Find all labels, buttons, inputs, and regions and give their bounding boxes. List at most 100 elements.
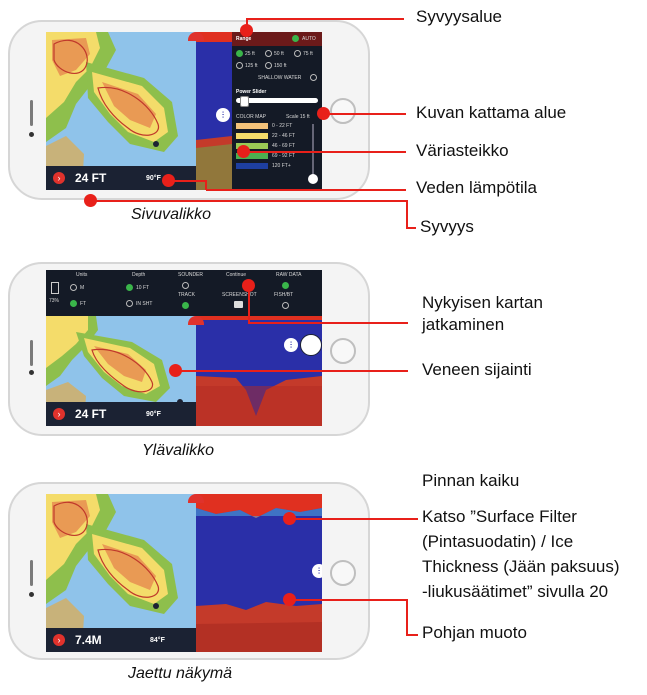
tune-icon[interactable]: ⫶ xyxy=(312,564,322,578)
chevron-right-icon[interactable]: › xyxy=(53,172,65,184)
callout-covered-area: Kuvan kattama alue xyxy=(416,103,567,122)
power-slider-label: Power Slider xyxy=(236,89,267,95)
sonar-view[interactable]: ⫶ xyxy=(196,316,322,426)
top-menu-panel: 73% Units Depth SOUNDER Continue RAW DAT… xyxy=(46,270,322,316)
chevron-right-icon[interactable]: › xyxy=(53,408,65,420)
sounder-option: TRACK xyxy=(178,292,195,298)
color-swatch-3[interactable] xyxy=(236,143,268,149)
color-map-label: COLOR MAP xyxy=(236,114,267,120)
lake-map xyxy=(46,494,178,652)
callout-continue-map-2: jatkaminen xyxy=(422,315,505,334)
depth-readout: 7.4M xyxy=(75,633,102,647)
water-temp-readout: 84°F xyxy=(150,636,165,644)
col-header-raw-data: RAW DATA xyxy=(276,272,302,278)
map-view[interactable]: › 24 FT 90°F xyxy=(46,316,196,426)
callout-depth-range: Syvyysalue xyxy=(416,7,502,26)
tune-icon[interactable]: ⫶ xyxy=(284,338,298,352)
screenshot-camera-icon[interactable] xyxy=(234,301,243,308)
sonar-view[interactable]: ⫶ xyxy=(196,494,322,652)
water-temp-readout: 90°F xyxy=(146,174,161,182)
depth-radio-1[interactable] xyxy=(126,284,133,291)
caption-top-menu: Ylävalikko xyxy=(142,442,215,459)
screenshot-label: SCREENSHOT xyxy=(222,292,257,298)
leader-bottom-contour-v xyxy=(406,599,408,635)
callout-surface-filter-3: Thickness (Jään paksuus) xyxy=(422,557,620,576)
leader-water-temp-h xyxy=(169,180,207,182)
leader-surface-filter xyxy=(290,518,418,520)
color-swatch-5[interactable] xyxy=(236,163,268,169)
leader-depth-v xyxy=(406,200,408,228)
col-header-depth: Depth xyxy=(132,272,146,278)
camera-icon xyxy=(29,370,34,375)
range-radio-1[interactable] xyxy=(236,50,243,57)
sounder-radio[interactable] xyxy=(182,282,189,289)
range-option-3: 75 ft xyxy=(303,51,313,57)
power-slider-thumb[interactable] xyxy=(240,96,249,107)
col-header-continue: Continue xyxy=(226,272,247,278)
callout-water-temp: Veden lämpötila xyxy=(416,178,537,197)
home-button[interactable] xyxy=(330,98,356,124)
callout-boat-position: Veneen sijainti xyxy=(422,360,532,379)
color-swatch-4[interactable] xyxy=(236,153,268,159)
camera-icon xyxy=(29,592,34,597)
range-control-button[interactable] xyxy=(300,334,322,356)
range-title: Range xyxy=(236,36,252,42)
tune-icon[interactable]: ⫶ xyxy=(216,108,230,122)
screen-side-menu: › 24 FT 90°F ⫶ Range AUTO 25 ft 50 ft xyxy=(46,32,322,190)
color-row-5: 120 FT+ xyxy=(272,163,291,169)
marker-water-temp xyxy=(162,174,175,187)
wifi-icon xyxy=(188,32,204,41)
chevron-right-icon[interactable]: › xyxy=(53,634,65,646)
caption-side-menu: Sivuvalikko xyxy=(131,206,212,223)
leader-depth-range-h xyxy=(246,18,404,20)
map-view[interactable]: › 7.4M 84°F xyxy=(46,494,196,652)
range-radio-3[interactable] xyxy=(294,50,301,57)
caption-split-view: Jaettu näkymä xyxy=(128,665,233,682)
scale-slider-thumb[interactable] xyxy=(308,174,318,184)
water-temp-readout: 90°F xyxy=(146,410,161,418)
track-radio[interactable] xyxy=(182,302,189,309)
shallow-water-radio[interactable] xyxy=(310,74,317,81)
power-slider[interactable] xyxy=(236,98,318,103)
wifi-icon xyxy=(188,316,204,325)
callout-surface-filter-2: (Pintasuodatin) / Ice xyxy=(422,532,574,551)
phone-split-view: › 7.4M 84°F ⫶ xyxy=(8,482,370,660)
home-button[interactable] xyxy=(330,338,356,364)
depth-readout: 24 FT xyxy=(75,171,107,185)
raw-data-radio[interactable] xyxy=(282,282,289,289)
map-view[interactable]: › 24 FT 90°F xyxy=(46,32,196,190)
shallow-water-label: SHALLOW WATER xyxy=(258,75,302,81)
units-radio-ft[interactable] xyxy=(70,300,77,307)
lake-map xyxy=(46,32,178,190)
depth-bar: › 24 FT 90°F xyxy=(46,402,196,426)
col-header-units: Units xyxy=(76,272,88,278)
leader-depth-range-v xyxy=(246,19,248,27)
range-radio-4[interactable] xyxy=(236,62,243,69)
color-swatch-1[interactable] xyxy=(236,123,268,129)
auto-label: AUTO xyxy=(302,36,316,42)
leader-water-temp-v xyxy=(205,180,207,190)
units-option-ft: FT xyxy=(80,301,87,307)
sonar-returns xyxy=(196,316,322,426)
depth-radio-2[interactable] xyxy=(126,300,133,307)
lake-map xyxy=(46,316,183,426)
units-option-m: M xyxy=(80,285,85,291)
callout-surface-clutter: Pinnan kaiku xyxy=(422,471,520,490)
battery-label: 73% xyxy=(49,298,60,304)
fish-bt-radio[interactable] xyxy=(282,302,289,309)
range-radio-2[interactable] xyxy=(265,50,272,57)
home-button[interactable] xyxy=(330,560,356,586)
range-option-4: 125 ft xyxy=(245,63,258,69)
sonar-view[interactable]: ⫶ xyxy=(196,32,232,190)
units-radio-m[interactable] xyxy=(70,284,77,291)
leader-bottom-contour-h2 xyxy=(406,634,418,636)
auto-radio[interactable] xyxy=(292,35,299,42)
color-row-1: 0 - 22 FT xyxy=(272,123,293,129)
camera-icon xyxy=(29,132,34,137)
leader-water-temp-d xyxy=(206,189,406,191)
color-swatch-2[interactable] xyxy=(236,133,268,139)
speaker-icon xyxy=(30,340,33,366)
color-row-2: 22 - 46 FT xyxy=(272,133,296,139)
marker-color-scale xyxy=(237,145,250,158)
range-radio-5[interactable] xyxy=(265,62,272,69)
